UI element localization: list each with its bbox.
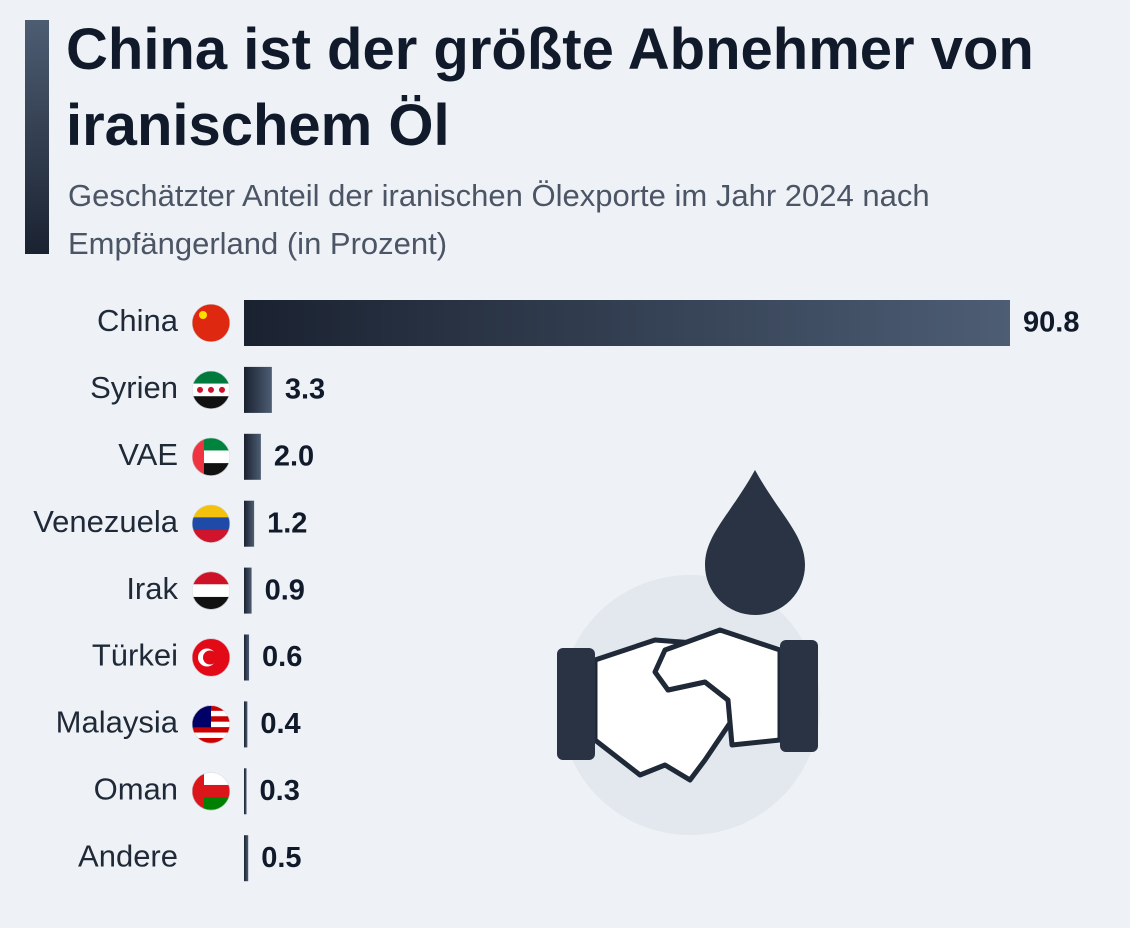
value-label: 0.3 (260, 775, 300, 807)
flag-star (199, 311, 207, 319)
flag-stripe (192, 504, 230, 518)
flag-stripe (192, 596, 230, 610)
value-label: 0.6 (262, 641, 302, 673)
flag-stripe (192, 732, 230, 739)
title-accent (25, 20, 49, 254)
flag-crescent (203, 650, 217, 665)
value-label: 1.2 (267, 507, 307, 539)
flag-star (219, 386, 225, 393)
flag (192, 437, 230, 476)
flag-stripe (192, 584, 230, 598)
flag-stripe (192, 530, 230, 543)
flag-stripe (192, 396, 230, 409)
category-label: Türkei (92, 638, 178, 673)
flag (192, 304, 230, 342)
category-label: Malaysia (56, 705, 179, 740)
flag-stripe (192, 727, 230, 734)
category-label: Venezuela (33, 504, 179, 539)
flag (192, 705, 230, 744)
value-label: 0.5 (261, 842, 301, 874)
bar (244, 634, 250, 681)
category-label: Irak (126, 571, 178, 606)
flag-stripe (192, 571, 230, 585)
bar (244, 835, 249, 882)
category-label: Oman (94, 771, 178, 806)
bar (244, 500, 255, 547)
flag-canton (192, 705, 211, 728)
value-label: 3.3 (285, 374, 325, 406)
value-label: 2.0 (274, 440, 314, 472)
illustration (557, 470, 820, 835)
flag-stripe (192, 304, 230, 342)
flag-stripe (192, 517, 230, 531)
chart-subtitle: Geschätzter Anteil der iranischen Ölexpo… (68, 178, 930, 261)
flag-stripe (192, 370, 230, 385)
bar (244, 433, 261, 480)
flag (192, 571, 230, 610)
category-label: China (97, 303, 179, 338)
flag-star (208, 386, 214, 393)
category-label: Syrien (90, 370, 178, 405)
bar (244, 300, 1010, 346)
flag (192, 504, 230, 543)
bar (244, 768, 247, 815)
flag-star (197, 386, 203, 393)
bar (244, 567, 252, 614)
flag (192, 772, 230, 811)
bar (244, 701, 248, 748)
flag (192, 638, 230, 677)
chart-title: China ist der größte Abnehmer von iranis… (66, 17, 1034, 158)
category-label: Andere (78, 838, 178, 873)
flag-stripe (192, 737, 230, 744)
value-label: 90.8 (1023, 307, 1079, 339)
value-label: 0.4 (260, 708, 300, 740)
bar (244, 366, 272, 413)
flag (192, 370, 230, 409)
category-label: VAE (118, 437, 178, 472)
value-label: 0.9 (265, 574, 305, 606)
